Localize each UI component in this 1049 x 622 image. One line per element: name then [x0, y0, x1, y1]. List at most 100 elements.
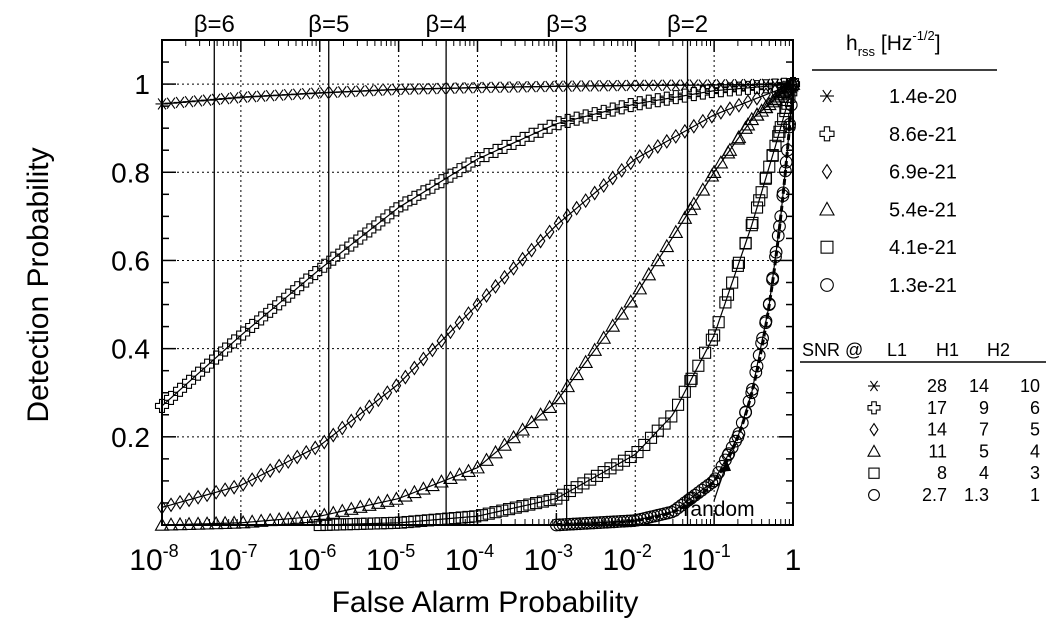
- data-point: [382, 385, 393, 401]
- data-point: [577, 477, 590, 490]
- data-point: [725, 101, 735, 117]
- beta-label: β=5: [308, 11, 349, 38]
- data-point: [638, 438, 651, 452]
- data-point: [461, 463, 476, 477]
- data-point: [502, 503, 516, 516]
- data-point: [755, 186, 768, 199]
- data-point: [265, 463, 276, 479]
- x-tick-base: 10: [208, 544, 241, 577]
- random-annotation: random: [556, 83, 795, 527]
- data-point: [310, 440, 321, 456]
- data-point: [643, 143, 654, 159]
- snr-marker: [867, 401, 881, 415]
- data-point: [681, 493, 695, 507]
- data-point: [488, 444, 503, 459]
- marker-stroke: [256, 90, 266, 103]
- data-point: [698, 481, 712, 495]
- data-point: [614, 306, 630, 320]
- data-point: [354, 517, 367, 530]
- data-point: [389, 202, 404, 217]
- data-point: [665, 410, 678, 423]
- data-point: [481, 287, 492, 303]
- data-point: [181, 374, 197, 389]
- data-point: [571, 200, 582, 216]
- snr-marker: [868, 380, 880, 392]
- data-point: [699, 346, 712, 359]
- data-point: [719, 296, 732, 309]
- marker-stroke: [184, 95, 194, 108]
- beta-label: β=4: [426, 11, 467, 38]
- x-tick-label: 10-1: [681, 541, 730, 577]
- marker-stroke: [491, 81, 500, 94]
- data-point: [623, 294, 639, 308]
- data-point: [533, 407, 549, 421]
- data-point: [750, 359, 764, 373]
- data-point: [562, 208, 573, 224]
- data-point: [712, 466, 726, 479]
- marker-stroke: [590, 80, 600, 92]
- data-point: [544, 224, 555, 240]
- marker-stroke: [869, 380, 879, 392]
- data-point: [172, 382, 188, 397]
- data-point: [292, 449, 303, 465]
- legend-title: hrss [Hz-1/2]: [846, 28, 941, 59]
- marker-stroke: [346, 85, 356, 98]
- marker-stroke: [283, 88, 293, 101]
- data-point: [172, 516, 188, 531]
- x-tick-exp: -3: [557, 541, 573, 561]
- x-tick-label: 10-8: [129, 541, 178, 577]
- y-tick-label: 0.4: [111, 334, 150, 365]
- data-point: [367, 517, 380, 530]
- beta-labels: β=6 β=5 β=4 β=3 β=2: [194, 11, 708, 38]
- data-point: [298, 509, 314, 524]
- marker-stroke: [572, 80, 582, 92]
- annotation-arrowhead: [720, 460, 732, 472]
- data-point: [604, 462, 617, 475]
- data-point: [708, 329, 721, 342]
- data-point: [517, 251, 528, 267]
- data-point: [543, 493, 556, 507]
- marker-stroke: [373, 84, 383, 97]
- data-point: [482, 507, 495, 520]
- data-point: [229, 479, 239, 495]
- legend-label: 4.1e-21: [889, 237, 957, 259]
- marker-stroke: [428, 82, 437, 95]
- data-point: [218, 342, 233, 357]
- data-point: [360, 517, 374, 530]
- data-point: [470, 460, 485, 474]
- data-point: [499, 269, 510, 285]
- marker-stroke: [455, 82, 464, 94]
- data-point: [208, 515, 224, 530]
- snr-table-header: SNR @ L1 H1 H2: [802, 340, 1010, 360]
- data-point: [697, 113, 708, 129]
- marker-stroke: [644, 79, 654, 92]
- data-point: [734, 97, 744, 113]
- snr-marker: [867, 444, 881, 457]
- data-point: [388, 491, 404, 505]
- data-point: [200, 94, 214, 106]
- data-series: [154, 76, 801, 532]
- marker-stroke: [337, 86, 347, 98]
- marker-stroke: [328, 86, 338, 99]
- snr-cell: 14: [927, 420, 947, 440]
- marker-stroke: [193, 95, 203, 107]
- snr-cell: 10: [1020, 376, 1040, 396]
- marker-stroke: [247, 90, 257, 103]
- data-point: [695, 182, 711, 196]
- data-point: [631, 446, 644, 459]
- data-point: [220, 482, 230, 498]
- data-point: [652, 138, 663, 154]
- data-point: [200, 358, 215, 373]
- data-point: [684, 375, 697, 388]
- data-point: [281, 288, 296, 303]
- data-point: [743, 94, 753, 110]
- marker-stroke: [274, 89, 284, 102]
- legend: hrss [Hz-1/2] 1.4e-20 8.6e-21 6.9e-21 5.4e-…: [812, 28, 997, 297]
- x-tick-label: 10-3: [524, 541, 573, 577]
- data-point: [722, 447, 736, 461]
- data-point: [343, 501, 359, 515]
- data-point: [605, 318, 621, 332]
- data-point: [236, 326, 251, 341]
